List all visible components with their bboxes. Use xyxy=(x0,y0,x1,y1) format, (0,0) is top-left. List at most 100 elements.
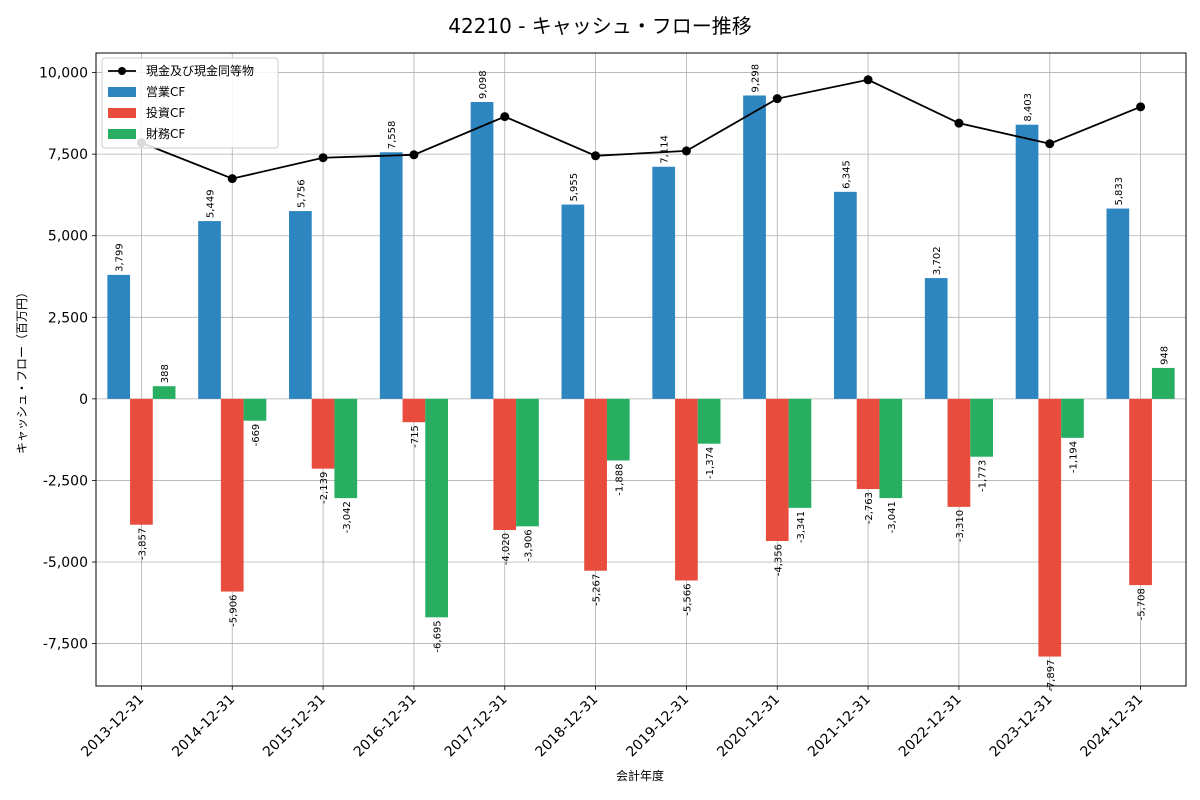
data-label: -5,566 xyxy=(682,583,693,615)
x-tick-label: 2013-12-31 xyxy=(78,692,147,761)
cash-equivalents-point xyxy=(500,112,510,122)
legend-label: 投資CF xyxy=(146,105,185,120)
legend-swatch xyxy=(108,129,136,139)
data-label: -4,356 xyxy=(773,544,784,576)
y-tick-label: 0 xyxy=(79,392,88,408)
data-label: -7,897 xyxy=(1046,660,1057,692)
bar-財務CF-2016-12-31 xyxy=(425,398,448,618)
legend-swatch xyxy=(108,108,136,118)
data-label: 9,298 xyxy=(751,64,762,93)
cash-equivalents-line xyxy=(141,78,1141,180)
y-axis-title: キャッシュ・フロー（百万円） xyxy=(15,286,29,454)
cash-equivalents-point xyxy=(1045,139,1055,149)
bar-営業CF-2016-12-31 xyxy=(379,152,403,399)
data-label: -6,695 xyxy=(433,620,444,652)
bar-投資CF-2018-12-31 xyxy=(584,398,607,571)
data-label: -4,020 xyxy=(501,533,512,565)
legend-label: 財務CF xyxy=(146,126,185,141)
bar-投資CF-2021-12-31 xyxy=(856,398,880,490)
cash-equivalents-point xyxy=(681,146,691,156)
data-label: 5,955 xyxy=(569,173,580,202)
y-tick-label: 7,500 xyxy=(48,147,88,163)
data-label: 8,403 xyxy=(1023,93,1034,122)
data-label: -5,267 xyxy=(592,574,603,606)
bar-投資CF-2013-12-31 xyxy=(130,398,153,525)
bar-投資CF-2023-12-31 xyxy=(1038,398,1062,657)
legend-box xyxy=(101,57,279,149)
bar-財務CF-2019-12-31 xyxy=(697,398,721,444)
bar-財務CF-2015-12-31 xyxy=(334,398,358,499)
data-label: -2,139 xyxy=(319,472,330,504)
bar-財務CF-2023-12-31 xyxy=(1061,398,1084,438)
x-tick-label: 2023-12-31 xyxy=(987,692,1056,761)
bar-営業CF-2023-12-31 xyxy=(1015,124,1039,399)
cash-equivalents-point xyxy=(409,150,419,160)
cash-equivalents-point xyxy=(954,118,964,128)
x-tick-label: 2015-12-31 xyxy=(260,692,329,761)
x-tick-label: 2021-12-31 xyxy=(805,692,874,761)
cash-equivalents-point xyxy=(1136,102,1146,112)
data-label: -3,341 xyxy=(796,511,807,543)
bar-財務CF-2022-12-31 xyxy=(970,398,993,457)
chart-title: 42210 - キャッシュ・フロー推移 xyxy=(448,14,752,38)
data-label: 5,833 xyxy=(1114,177,1125,206)
bar-財務CF-2020-12-31 xyxy=(788,398,812,508)
y-tick-label: -5,000 xyxy=(43,555,88,571)
data-label: -1,773 xyxy=(978,460,989,492)
cash-equivalents-point xyxy=(591,151,601,161)
data-label: 948 xyxy=(1159,346,1170,365)
x-tick-label: 2019-12-31 xyxy=(623,692,692,761)
data-label: -3,906 xyxy=(523,529,534,561)
bar-営業CF-2019-12-31 xyxy=(652,166,676,399)
data-label: -3,857 xyxy=(137,528,148,560)
bar-投資CF-2020-12-31 xyxy=(765,398,789,541)
bar-営業CF-2024-12-31 xyxy=(1106,208,1130,399)
bar-財務CF-2013-12-31 xyxy=(152,386,176,399)
data-label: 7,114 xyxy=(660,135,671,164)
bar-営業CF-2014-12-31 xyxy=(198,221,221,399)
bar-営業CF-2020-12-31 xyxy=(743,95,766,399)
data-label: -5,708 xyxy=(1137,588,1148,620)
y-tick-label: 2,500 xyxy=(48,310,88,326)
cash-equivalents-point xyxy=(863,75,873,85)
data-label: -3,041 xyxy=(887,501,898,533)
bar-投資CF-2017-12-31 xyxy=(493,398,517,531)
data-label: -2,763 xyxy=(864,492,875,524)
bar-投資CF-2022-12-31 xyxy=(947,398,971,507)
data-label: 7,558 xyxy=(387,121,398,150)
bar-財務CF-2017-12-31 xyxy=(516,398,539,527)
x-tick-label: 2020-12-31 xyxy=(714,692,783,761)
legend-label: 営業CF xyxy=(146,85,185,99)
data-label: 6,345 xyxy=(841,160,852,189)
x-tick-label: 2014-12-31 xyxy=(169,692,238,761)
data-label: -3,310 xyxy=(955,510,966,542)
bar-営業CF-2013-12-31 xyxy=(107,274,131,399)
data-label: -3,042 xyxy=(342,501,353,533)
data-label: -1,888 xyxy=(614,463,625,495)
bar-営業CF-2021-12-31 xyxy=(834,191,857,399)
data-label: -669 xyxy=(251,424,262,447)
data-label: 9,098 xyxy=(478,70,489,99)
bars-layer xyxy=(107,95,1175,657)
data-label: 5,449 xyxy=(206,189,217,218)
data-label: 388 xyxy=(160,364,171,383)
x-tick-label: 2017-12-31 xyxy=(442,692,511,761)
bar-財務CF-2018-12-31 xyxy=(606,398,630,461)
plot-frame xyxy=(95,52,1187,687)
bar-財務CF-2024-12-31 xyxy=(1151,367,1175,399)
legend-swatch xyxy=(108,87,136,97)
cash-equivalents-point xyxy=(227,174,237,184)
bar-投資CF-2015-12-31 xyxy=(311,398,335,469)
x-tick-label: 2022-12-31 xyxy=(896,692,965,761)
bar-投資CF-2016-12-31 xyxy=(402,398,426,423)
bar-投資CF-2014-12-31 xyxy=(220,398,244,592)
x-axis-title: 会計年度 xyxy=(616,768,664,783)
bar-営業CF-2017-12-31 xyxy=(470,102,494,399)
cash-equivalents-point xyxy=(318,153,328,163)
y-tick-label: -7,500 xyxy=(43,637,88,653)
data-label: -1,194 xyxy=(1068,441,1079,473)
bar-営業CF-2018-12-31 xyxy=(561,204,585,399)
